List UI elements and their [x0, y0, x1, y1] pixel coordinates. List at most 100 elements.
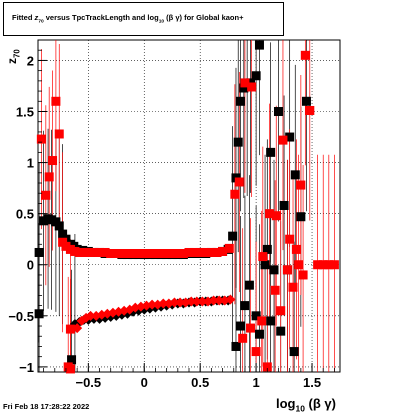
red-point [54, 129, 64, 139]
red-point [111, 249, 121, 259]
red-point [291, 244, 301, 254]
black-point [269, 265, 279, 275]
red-point [191, 296, 202, 307]
black-point [240, 301, 250, 311]
red-point [298, 270, 308, 280]
red-point [208, 295, 219, 306]
red-point [296, 180, 306, 190]
red-point [150, 249, 160, 259]
black-point [67, 355, 77, 365]
chart-title-box: Fitted z70 versus TpcTrackLength and log… [3, 2, 284, 36]
red-point [214, 295, 225, 306]
black-point [279, 200, 289, 210]
red-point [201, 247, 211, 257]
red-point [36, 134, 46, 144]
black-point [34, 247, 44, 257]
red-point [178, 249, 188, 259]
red-point [158, 298, 169, 309]
red-point [186, 296, 197, 307]
red-point [246, 323, 256, 333]
red-point [128, 249, 138, 259]
red-point [167, 249, 177, 259]
red-point [65, 364, 75, 374]
chart-title: Fitted z70 versus TpcTrackLength and log… [12, 13, 244, 25]
red-point [258, 252, 268, 262]
black-point [262, 244, 272, 254]
red-point [173, 249, 183, 259]
red-point [262, 362, 272, 372]
black-point [254, 40, 264, 50]
red-point [184, 247, 194, 257]
red-point [190, 247, 200, 257]
black-point [235, 96, 245, 106]
red-point [195, 247, 205, 257]
red-point [122, 249, 132, 259]
red-point [278, 135, 288, 145]
red-point [147, 299, 158, 310]
black-point [251, 71, 261, 81]
red-point [48, 156, 58, 166]
black-point [58, 229, 68, 239]
y-tick-label: −1 [19, 360, 34, 375]
red-point [206, 247, 216, 257]
red-point [288, 282, 298, 292]
black-point [244, 280, 254, 290]
x-tick-label: −0.5 [75, 375, 101, 390]
red-point [282, 265, 292, 275]
black-point [266, 316, 276, 326]
red-point [240, 78, 250, 88]
red-point [65, 324, 75, 334]
red-point [251, 347, 261, 357]
black-point [296, 212, 306, 222]
red-point [197, 296, 208, 307]
red-point [225, 294, 236, 305]
red-point [271, 211, 281, 221]
red-point [145, 249, 155, 259]
black-point [276, 326, 286, 336]
red-point [305, 105, 315, 115]
y-tick-label: −0.5 [8, 309, 34, 324]
red-point [324, 260, 334, 270]
red-point [95, 247, 105, 257]
black-point [260, 260, 270, 270]
red-point [285, 234, 295, 244]
black-point [301, 96, 311, 106]
red-point [247, 82, 257, 92]
black-point [231, 341, 241, 351]
red-point [257, 316, 267, 326]
y-tick-label: 1 [27, 156, 34, 171]
red-point [234, 177, 244, 187]
black-point [233, 137, 243, 147]
red-point [300, 50, 310, 60]
red-point [83, 247, 93, 257]
x-tick-label: 1.5 [303, 375, 321, 390]
red-point [85, 310, 96, 321]
red-point [318, 260, 328, 270]
black-point [54, 221, 64, 231]
y-tick-label: 2 [27, 53, 34, 68]
black-point [251, 311, 261, 321]
data-points [34, 40, 339, 374]
red-point [51, 96, 61, 106]
x-tick-label: 0 [141, 375, 148, 390]
red-point [270, 285, 280, 295]
y-tick-label: 1.5 [16, 105, 34, 120]
red-point [224, 243, 234, 253]
red-point [162, 249, 172, 259]
red-point [329, 260, 339, 270]
red-point [230, 189, 240, 199]
black-point [290, 170, 300, 180]
black-point [285, 132, 295, 142]
x-axis-label: log10 (β γ) [276, 396, 336, 414]
red-point [119, 305, 130, 316]
x-tick-label: 0.5 [191, 375, 209, 390]
red-point [156, 249, 166, 259]
red-point [117, 249, 127, 259]
black-point [254, 329, 264, 339]
red-point [294, 260, 304, 270]
red-point [238, 333, 248, 343]
y-axis-label: z70 [5, 49, 22, 64]
red-point [169, 297, 180, 308]
axis-ticks: −0.5 0 0.5 1 1.5 −1 −0.5 0 0.5 1 1.5 2 [8, 49, 335, 390]
red-point [72, 323, 83, 334]
